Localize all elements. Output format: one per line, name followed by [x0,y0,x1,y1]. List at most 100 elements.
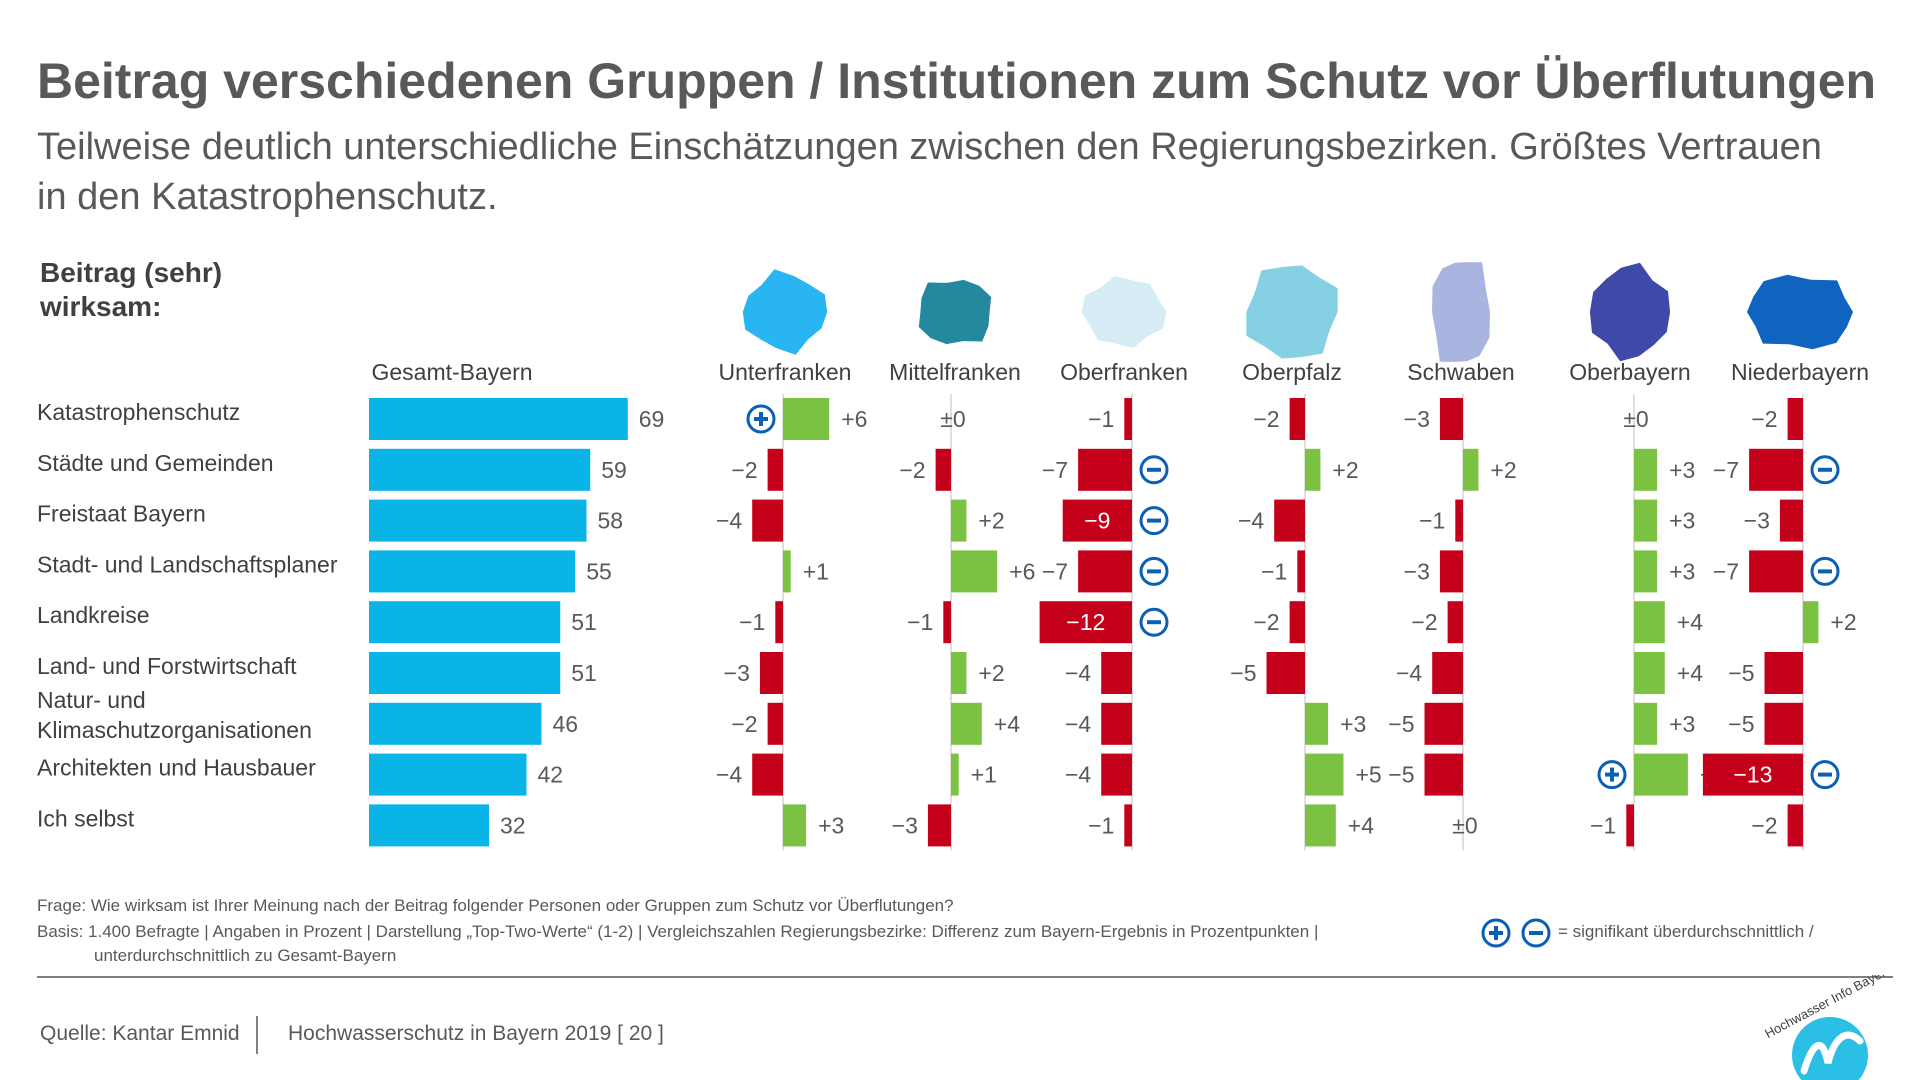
data-label-gesamt: 59 [601,457,627,483]
data-label: +3 [1669,711,1695,737]
data-label-gesamt: 51 [571,609,597,635]
bar-oberfranken [1062,499,1132,542]
bar-mittelfranken [951,753,959,796]
bar-niederbayern [1764,702,1803,745]
bar-schwaben [1447,601,1463,644]
bar-unterfranken [767,448,783,491]
bar-schwaben [1463,448,1479,491]
data-label: +4 [1348,812,1374,838]
bar-niederbayern [1702,753,1803,796]
footnote-question: Frage: Wie wirksam ist Ihrer Meinung nac… [37,896,954,915]
bar-mittelfranken [935,448,951,491]
category-label: Klimaschutzorganisationen [37,717,312,743]
bar-mittelfranken [943,601,951,644]
bar-gesamt [369,702,542,745]
data-label: +2 [978,508,1004,534]
page-subtitle: Teilweise deutlich unterschiedliche Eins… [37,126,1822,218]
data-label-gesamt: 42 [538,762,564,788]
bar-unterfranken [759,652,783,694]
category-label: Stadt- und Landschaftsplaner [37,551,338,577]
category-label: Landkreise [37,602,150,628]
region-map-niederbayern [1747,274,1853,350]
bar-unterfranken [767,702,783,745]
bar-unterfranken [775,601,783,644]
data-label: −5 [1388,762,1414,788]
bar-schwaben [1424,753,1463,796]
page-title: Beitrag verschiedenen Gruppen / Institut… [37,53,1877,109]
data-label: −5 [1728,711,1754,737]
bar-mittelfranken [951,652,967,694]
data-label: −7 [1713,457,1739,483]
source-label: Quelle: Kantar Emnid [40,1022,240,1045]
region-map-oberbayern [1589,262,1671,362]
category-label: Architekten und Hausbauer [37,755,316,781]
bar-unterfranken [783,804,807,847]
footer-divider [37,976,1893,978]
significance-mark [1147,620,1161,625]
data-label: +1 [971,762,997,788]
region-header: Mittelfranken [889,359,1021,385]
significance-mark [1147,569,1161,574]
data-label: −2 [731,457,757,483]
bar-oberfranken [1101,702,1132,745]
bar-oberbayern [1634,499,1658,542]
significance-mark [1818,569,1832,574]
data-label: +2 [978,660,1004,686]
region-header: Oberfranken [1060,359,1188,385]
chart: Katastrophenschutz Städte und Gemeinden Fr… [37,262,1869,851]
bar-oberfranken [1078,448,1132,491]
data-label: +2 [1332,457,1358,483]
data-label: ±0 [1452,812,1477,838]
metric-label: Beitrag (sehr) wirksam: [40,257,223,322]
data-label: −3 [1404,558,1430,584]
bar-oberpfalz [1305,448,1321,491]
bar-oberpfalz [1305,804,1336,847]
data-label: +4 [1677,609,1703,635]
data-label-gesamt: 69 [639,406,665,432]
data-label: −1 [1088,406,1114,432]
bar-niederbayern [1803,601,1819,644]
region-header: Oberpfalz [1242,359,1342,385]
data-label: −2 [1411,609,1437,635]
bar-oberbayern [1634,702,1658,745]
category-label: Städte und Gemeinden [37,450,274,476]
bar-gesamt [369,499,587,542]
data-label: ±0 [1623,406,1648,432]
data-label: −5 [1230,660,1256,686]
data-label: +3 [818,812,844,838]
bar-oberfranken [1101,652,1132,694]
bar-oberfranken [1078,550,1132,593]
data-label: −5 [1728,660,1754,686]
data-label: −9 [1084,508,1110,534]
bar-niederbayern [1787,398,1803,440]
data-label: −5 [1388,711,1414,737]
bar-oberbayern [1634,550,1658,593]
data-label: −2 [731,711,757,737]
data-label: +2 [1490,457,1516,483]
bar-schwaben [1439,550,1463,593]
category-label: Ich selbst [37,805,135,831]
bar-niederbayern [1779,499,1803,542]
bar-gesamt [369,652,561,694]
data-label: −4 [1396,660,1422,686]
bar-schwaben [1439,398,1463,440]
data-label: +6 [1009,558,1035,584]
data-label: −7 [1042,457,1068,483]
bar-oberpfalz [1305,753,1344,796]
data-label: −13 [1733,762,1772,788]
publication-label: Hochwasserschutz in Bayern 2019 [ 20 ] [288,1022,664,1045]
significance-mark [1818,772,1832,777]
bar-oberfranken [1101,753,1132,796]
data-label: −4 [1065,711,1091,737]
data-label: −3 [892,812,918,838]
bar-gesamt [369,601,561,644]
data-label: −3 [724,660,750,686]
data-label: −12 [1066,609,1105,635]
data-label-gesamt: 58 [598,508,624,534]
bar-oberbayern [1634,448,1658,491]
data-label: −2 [1253,406,1279,432]
bar-niederbayern [1749,550,1803,593]
region-map-mittelfranken [918,279,992,345]
data-label: −2 [1751,812,1777,838]
legend-plus-icon [1481,918,1511,948]
